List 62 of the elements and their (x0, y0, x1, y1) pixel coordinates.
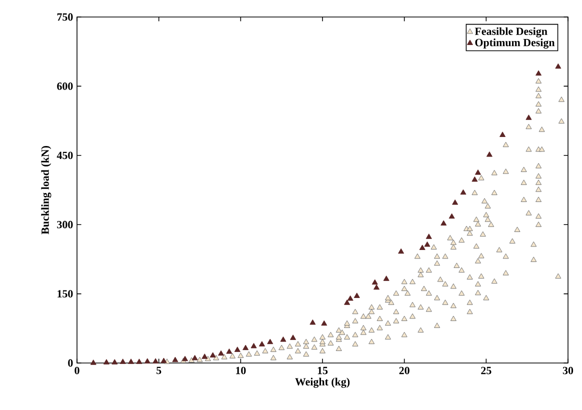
point (398, 248, 404, 254)
point (474, 169, 481, 175)
point (210, 352, 216, 358)
x-tick-label: 10 (236, 366, 246, 374)
point (218, 350, 224, 356)
x-tick-label: 5 (156, 366, 162, 374)
y-axis-title: Buckling load (kN) (41, 146, 52, 234)
point (234, 346, 240, 352)
point (354, 292, 360, 298)
point (103, 359, 110, 364)
point (440, 220, 447, 226)
point (448, 213, 455, 219)
point (419, 244, 426, 250)
point (250, 342, 257, 348)
point (344, 300, 350, 305)
y-tick-label: 300 (57, 220, 73, 228)
point (555, 63, 562, 69)
point (192, 354, 198, 360)
point (472, 176, 478, 182)
point (452, 199, 458, 205)
x-tick-label: 25 (481, 366, 492, 374)
x-tick-label: 30 (562, 366, 574, 374)
y-tick-label: 600 (57, 82, 73, 90)
point (424, 241, 430, 247)
point (242, 344, 249, 350)
point (383, 276, 390, 281)
point (372, 279, 378, 285)
point (112, 359, 118, 364)
point (526, 114, 532, 120)
x-tick-label: 0 (74, 366, 80, 374)
y-tick-label: 750 (57, 13, 73, 21)
point (120, 358, 126, 364)
point (172, 356, 178, 362)
legend-label: Optimum Design (475, 38, 555, 49)
point (90, 360, 96, 365)
x-tick-label: 20 (399, 366, 410, 374)
point (426, 234, 432, 239)
point (280, 336, 286, 342)
point (267, 338, 274, 344)
point (347, 295, 354, 301)
point (152, 358, 159, 364)
point (374, 284, 380, 290)
y-tick-label: 0 (68, 359, 73, 367)
point (136, 358, 142, 364)
point (500, 132, 506, 137)
legend-label: Feasible Design (474, 27, 548, 38)
point (202, 354, 208, 359)
x-axis-title: Weight (kg) (295, 378, 350, 388)
x-tick-label: 15 (318, 366, 328, 374)
point (160, 358, 167, 363)
point (144, 358, 150, 364)
y-tick-label: 450 (56, 152, 73, 160)
point (460, 189, 466, 195)
point (486, 152, 492, 157)
point (226, 348, 232, 354)
point (290, 334, 296, 340)
point (258, 341, 265, 346)
point (310, 319, 316, 325)
y-tick-label: 150 (58, 290, 73, 298)
point (536, 70, 542, 76)
point (321, 320, 328, 326)
point (128, 358, 134, 364)
